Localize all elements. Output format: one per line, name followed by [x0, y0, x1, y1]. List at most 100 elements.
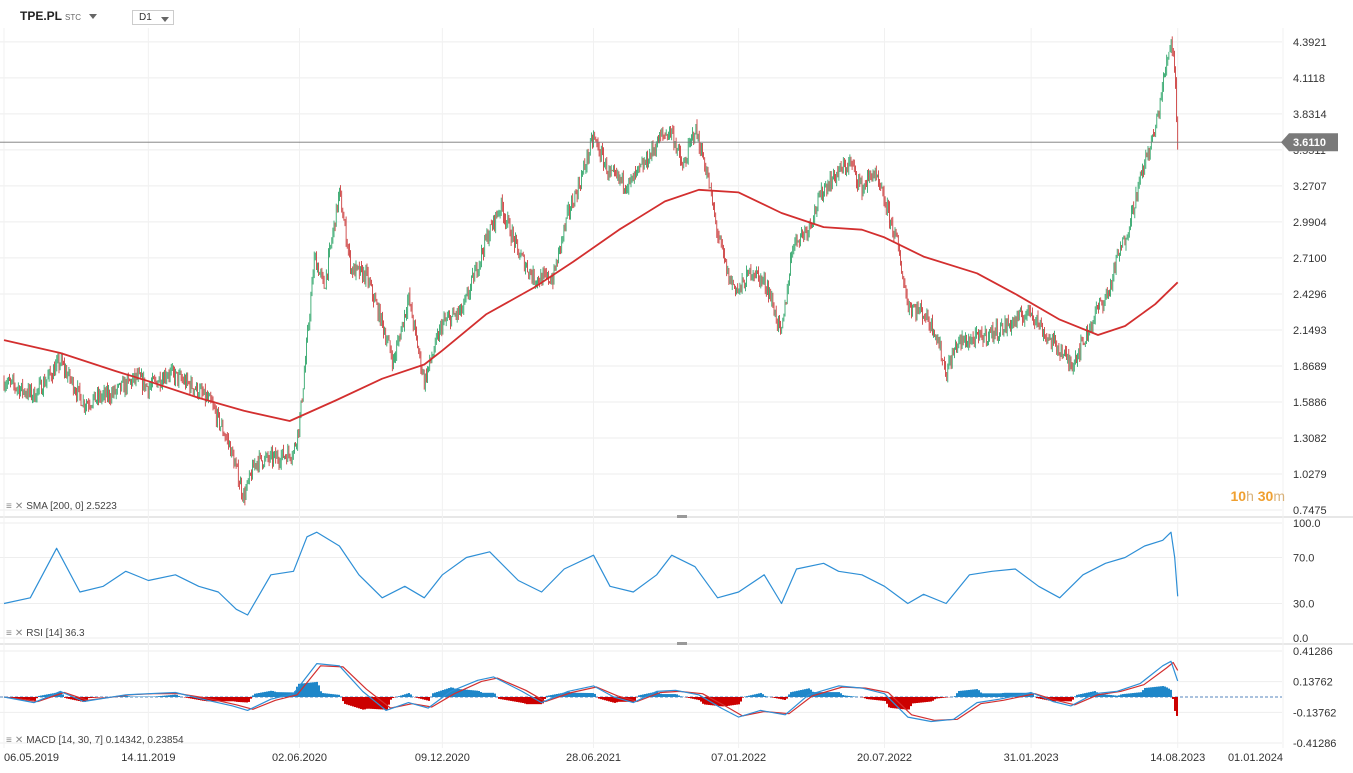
macd-histogram-bar	[204, 697, 206, 702]
macd-histogram-bar	[354, 697, 356, 708]
macd-histogram-bar	[940, 697, 942, 699]
macd-histogram-bar	[794, 691, 796, 697]
menu-icon[interactable]: ≡	[6, 735, 12, 746]
symbol-name: TPE.PL	[20, 9, 63, 23]
macd-histogram-bar	[460, 689, 462, 697]
macd-histogram-bar	[740, 697, 742, 702]
macd-histogram-bar	[492, 692, 494, 697]
macd-histogram-bar	[284, 692, 286, 697]
macd-histogram-bar	[468, 689, 470, 697]
menu-icon[interactable]: ≡	[6, 628, 12, 639]
macd-histogram-bar	[298, 683, 300, 697]
macd-histogram-bar	[486, 692, 488, 697]
close-icon[interactable]: ✕	[14, 628, 24, 639]
macd-histogram-bar	[750, 695, 752, 697]
macd-histogram-bar	[1068, 697, 1070, 702]
macd-histogram-bar	[472, 690, 474, 697]
macd-histogram-bar	[780, 697, 782, 700]
macd-histogram-bar	[1042, 697, 1044, 700]
macd-histogram-bar	[658, 692, 660, 697]
macd-histogram-bar	[252, 695, 254, 697]
macd-histogram-bar	[822, 692, 824, 697]
menu-icon[interactable]: ≡	[6, 501, 12, 512]
macd-histogram-bar	[966, 690, 968, 697]
macd-histogram-bar	[726, 697, 728, 707]
macd-histogram-bar	[896, 697, 898, 709]
macd-histogram-bar	[602, 697, 604, 700]
price-tick-label: 2.1493	[1293, 325, 1327, 337]
macd-histogram-bar	[694, 697, 696, 700]
macd-histogram-bar	[928, 697, 930, 702]
macd-histogram-bar	[500, 697, 502, 700]
macd-histogram-bar	[832, 692, 834, 697]
macd-histogram-bar	[1088, 692, 1090, 697]
macd-histogram-bar	[90, 697, 92, 698]
timer-minutes: 30	[1257, 488, 1274, 504]
macd-histogram-bar	[820, 692, 822, 697]
macd-histogram-bar	[250, 697, 252, 699]
macd-histogram-bar	[1058, 697, 1060, 702]
price-tick-label: 4.3921	[1293, 37, 1327, 49]
timeframe-label: D1	[139, 12, 152, 23]
macd-histogram-bar	[186, 697, 188, 698]
macd-legend[interactable]: ≡ ✕ MACD [14, 30, 7] 0.14342, 0.23854	[6, 735, 184, 746]
sma-legend[interactable]: ≡ ✕ SMA [200, 0] 2.5223	[6, 501, 117, 512]
macd-histogram-bar	[998, 693, 1000, 697]
macd-histogram-bar	[166, 695, 168, 697]
macd-histogram-bar	[248, 697, 250, 702]
macd-histogram-bar	[754, 694, 756, 697]
macd-histogram-bar	[128, 696, 130, 697]
macd-histogram-bar	[842, 695, 844, 697]
macd-histogram-bar	[438, 691, 440, 697]
macd-histogram-bar	[680, 696, 682, 697]
panel-resize-handle[interactable]	[677, 515, 687, 518]
macd-histogram-bar	[1024, 692, 1026, 697]
rsi-label: RSI [14] 36.3	[26, 628, 85, 639]
close-icon[interactable]: ✕	[14, 735, 24, 746]
macd-histogram-bar	[454, 688, 456, 697]
macd-histogram-bar	[678, 695, 680, 697]
chevron-down-icon	[89, 14, 98, 20]
macd-histogram-bar	[598, 697, 600, 699]
macd-histogram-bar	[1164, 686, 1166, 697]
sma-label: SMA [200, 0] 2.5223	[26, 501, 117, 512]
macd-histogram-bar	[480, 692, 482, 697]
rsi-legend[interactable]: ≡ ✕ RSI [14] 36.3	[6, 628, 85, 639]
macd-histogram-bar	[320, 691, 322, 697]
macd-histogram-bar	[26, 697, 28, 700]
macd-histogram-bar	[1080, 693, 1082, 697]
macd-histogram-bar	[944, 697, 946, 698]
macd-histogram-bar	[524, 697, 526, 704]
close-icon[interactable]: ✕	[14, 501, 24, 512]
macd-histogram-bar	[28, 697, 30, 700]
timeframe-selector[interactable]: D1	[132, 10, 174, 25]
symbol-suffix: STC	[65, 13, 82, 22]
macd-histogram-bar	[1000, 693, 1002, 697]
macd-histogram-bar	[264, 691, 266, 697]
macd-histogram-bar	[512, 697, 514, 702]
macd-histogram-bar	[724, 697, 726, 707]
panel-resize-handle[interactable]	[677, 642, 687, 645]
macd-histogram-bar	[804, 689, 806, 697]
macd-histogram-bar	[722, 697, 724, 707]
macd-histogram-bar	[402, 694, 404, 697]
macd-histogram-bar	[96, 697, 98, 698]
macd-histogram-bar	[32, 697, 34, 701]
x-tick-label: 06.05.2019	[4, 752, 59, 764]
macd-histogram-bar	[864, 697, 866, 699]
macd-histogram-bar	[1078, 694, 1080, 697]
macd-histogram-bar	[1126, 693, 1128, 697]
timer-minutes-unit: m	[1273, 488, 1285, 504]
symbol-selector[interactable]: TPE.PL STC	[20, 9, 98, 23]
macd-histogram-bar	[826, 692, 828, 697]
macd-histogram-bar	[934, 697, 936, 700]
macd-histogram-bar	[600, 697, 602, 700]
x-tick-label: 09.12.2020	[415, 752, 470, 764]
macd-histogram-bar	[260, 692, 262, 697]
macd-histogram-bar	[916, 697, 918, 704]
macd-histogram-bar	[324, 693, 326, 697]
macd-histogram-bar	[246, 697, 248, 703]
macd-histogram-bar	[924, 697, 926, 703]
macd-histogram-bar	[728, 697, 730, 706]
macd-histogram-bar	[764, 695, 766, 697]
